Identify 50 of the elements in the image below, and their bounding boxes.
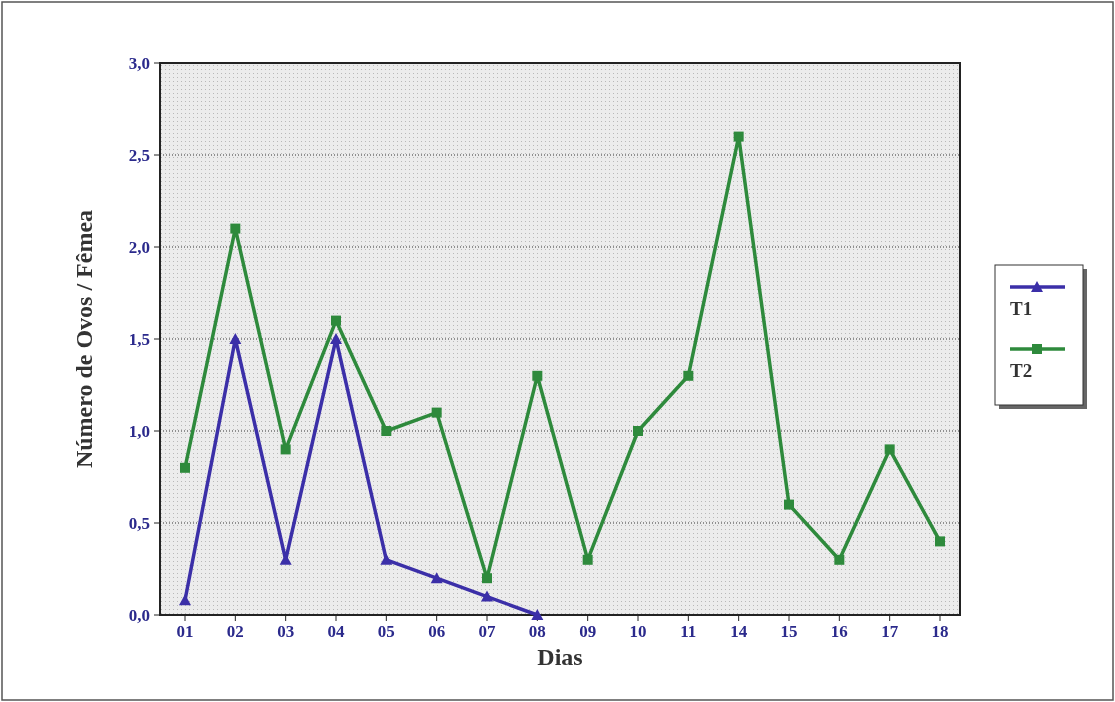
y-tick-label: 1,5 xyxy=(128,329,150,349)
y-tick-label: 2,0 xyxy=(128,237,150,257)
x-tick-label: 18 xyxy=(931,622,949,641)
point xyxy=(331,315,341,326)
y-tick-label: 1,0 xyxy=(128,421,150,441)
x-tick-label: 04 xyxy=(327,622,345,641)
point xyxy=(683,370,694,381)
x-tick-label: 16 xyxy=(830,622,848,641)
point xyxy=(431,407,442,418)
point xyxy=(834,554,845,565)
x-tick-label: 05 xyxy=(377,622,395,641)
x-tick-label: 03 xyxy=(277,622,295,641)
point xyxy=(330,333,342,344)
point xyxy=(482,573,492,584)
y-tick-label: 2,5 xyxy=(128,145,150,165)
point xyxy=(180,462,190,473)
point xyxy=(381,426,392,436)
x-tick-label: 06 xyxy=(428,622,446,641)
x-tick-label: 08 xyxy=(528,622,546,641)
point xyxy=(733,131,744,142)
y-tick-label: 3,0 xyxy=(128,53,150,73)
point xyxy=(430,572,443,584)
legend-label: T2 xyxy=(1010,360,1033,381)
x-tick-label: 01 xyxy=(176,622,194,641)
point xyxy=(481,590,493,602)
y-tick-label: 0,0 xyxy=(128,605,150,625)
y-axis-title: Número de Ovos / Fêmea xyxy=(71,209,97,469)
point xyxy=(784,499,794,510)
x-tick-label: 14 xyxy=(730,622,748,641)
x-tick-label: 17 xyxy=(881,622,899,641)
point xyxy=(633,426,643,436)
x-tick-label: 09 xyxy=(579,622,597,641)
point xyxy=(935,536,945,547)
x-tick-label: 07 xyxy=(478,622,496,641)
point xyxy=(179,594,191,606)
point xyxy=(532,370,543,381)
point xyxy=(582,554,593,565)
x-tick-label: 15 xyxy=(780,622,798,641)
point xyxy=(380,553,393,565)
point xyxy=(884,444,895,455)
legend-label: T1 xyxy=(1010,298,1033,319)
point xyxy=(230,223,241,234)
x-tick-label: 02 xyxy=(226,622,244,641)
point xyxy=(280,444,291,455)
y-tick-label: 0,5 xyxy=(128,513,150,533)
x-tick-label: 10 xyxy=(629,622,647,641)
point xyxy=(229,333,242,344)
point xyxy=(531,609,544,620)
x-axis-title: Dias xyxy=(537,644,583,670)
x-tick-label: 11 xyxy=(680,622,697,641)
